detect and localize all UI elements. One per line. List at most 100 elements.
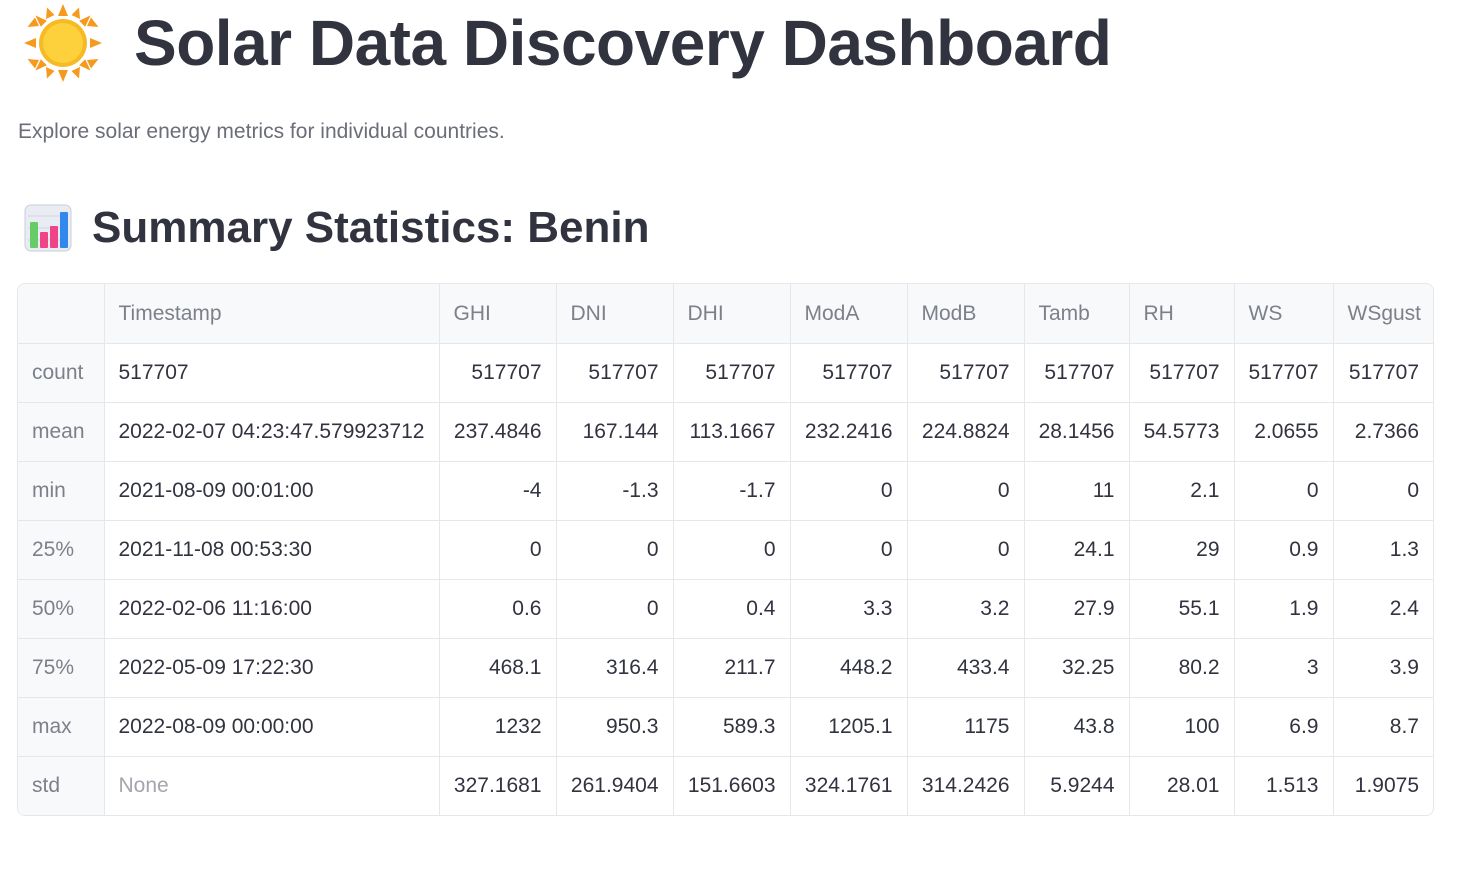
table-cell[interactable]: -1.3 bbox=[556, 461, 674, 521]
table-cell[interactable]: 224.8824 bbox=[907, 402, 1025, 462]
table-cell[interactable]: 24.1 bbox=[1024, 520, 1130, 580]
table-cell[interactable]: 1.9 bbox=[1234, 579, 1334, 639]
table-cell[interactable]: 3.2 bbox=[907, 579, 1025, 639]
table-cell[interactable]: 3.9 bbox=[1333, 638, 1433, 698]
table-cell[interactable]: 314.2426 bbox=[907, 756, 1025, 815]
table-cell[interactable]: 1.3 bbox=[1333, 520, 1433, 580]
table-cell[interactable]: 327.1681 bbox=[439, 756, 557, 815]
table-cell[interactable]: 517707 bbox=[907, 343, 1025, 403]
column-header-ws[interactable]: WS bbox=[1234, 284, 1334, 344]
table-cell[interactable]: 2021-08-09 00:01:00 bbox=[104, 461, 440, 521]
table-cell[interactable]: 5.9244 bbox=[1024, 756, 1130, 815]
row-index-cell[interactable]: 75% bbox=[18, 638, 105, 698]
table-cell[interactable]: None bbox=[104, 756, 440, 815]
table-cell[interactable]: 517707 bbox=[1234, 343, 1334, 403]
table-cell[interactable]: 0 bbox=[556, 520, 674, 580]
column-header-wsgust[interactable]: WSgust bbox=[1333, 284, 1433, 344]
table-cell[interactable]: 517707 bbox=[1333, 343, 1433, 403]
row-index-cell[interactable]: std bbox=[18, 756, 105, 815]
row-index-cell[interactable]: 50% bbox=[18, 579, 105, 639]
table-cell[interactable]: 261.9404 bbox=[556, 756, 674, 815]
table-cell[interactable]: 1175 bbox=[907, 697, 1025, 757]
table-cell[interactable]: 517707 bbox=[790, 343, 908, 403]
summary-table[interactable]: Timestamp GHI DNI DHI ModA ModB Tamb RH … bbox=[17, 283, 1434, 816]
table-cell[interactable]: 237.4846 bbox=[439, 402, 557, 462]
row-index-cell[interactable]: max bbox=[18, 697, 105, 757]
table-cell[interactable]: 517707 bbox=[673, 343, 791, 403]
table-cell[interactable]: 2.7366 bbox=[1333, 402, 1433, 462]
table-cell[interactable]: 0 bbox=[907, 520, 1025, 580]
table-cell[interactable]: 324.1761 bbox=[790, 756, 908, 815]
table-cell[interactable]: 517707 bbox=[1129, 343, 1235, 403]
table-cell[interactable]: 468.1 bbox=[439, 638, 557, 698]
table-cell[interactable]: 2022-05-09 17:22:30 bbox=[104, 638, 440, 698]
table-cell[interactable]: 55.1 bbox=[1129, 579, 1235, 639]
table-cell[interactable]: 517707 bbox=[104, 343, 440, 403]
table-cell[interactable]: 589.3 bbox=[673, 697, 791, 757]
column-header-dni[interactable]: DNI bbox=[556, 284, 674, 344]
table-cell[interactable]: 0.4 bbox=[673, 579, 791, 639]
column-header-index[interactable] bbox=[18, 284, 105, 344]
table-cell[interactable]: 0 bbox=[790, 461, 908, 521]
column-header-ghi[interactable]: GHI bbox=[439, 284, 557, 344]
column-header-rh[interactable]: RH bbox=[1129, 284, 1235, 344]
table-cell[interactable]: 32.25 bbox=[1024, 638, 1130, 698]
row-index-cell[interactable]: min bbox=[18, 461, 105, 521]
table-cell[interactable]: -1.7 bbox=[673, 461, 791, 521]
table-cell[interactable]: 1232 bbox=[439, 697, 557, 757]
table-cell[interactable]: 0 bbox=[790, 520, 908, 580]
table-cell[interactable]: 2.0655 bbox=[1234, 402, 1334, 462]
column-header-dhi[interactable]: DHI bbox=[673, 284, 791, 344]
table-cell[interactable]: 0 bbox=[439, 520, 557, 580]
row-index-cell[interactable]: 25% bbox=[18, 520, 105, 580]
table-cell[interactable]: 2.1 bbox=[1129, 461, 1235, 521]
table-cell[interactable]: 316.4 bbox=[556, 638, 674, 698]
table-cell[interactable]: 1.513 bbox=[1234, 756, 1334, 815]
table-cell[interactable]: 0 bbox=[1234, 461, 1334, 521]
table-cell[interactable]: 2022-02-07 04:23:47.579923712 bbox=[104, 402, 440, 462]
table-cell[interactable]: 100 bbox=[1129, 697, 1235, 757]
row-index-cell[interactable]: mean bbox=[18, 402, 105, 462]
column-header-modb[interactable]: ModB bbox=[907, 284, 1025, 344]
table-cell[interactable]: 517707 bbox=[556, 343, 674, 403]
table-cell[interactable]: 0.6 bbox=[439, 579, 557, 639]
table-cell[interactable]: -4 bbox=[439, 461, 557, 521]
table-cell[interactable]: 1205.1 bbox=[790, 697, 908, 757]
table-cell[interactable]: 211.7 bbox=[673, 638, 791, 698]
table-cell[interactable]: 8.7 bbox=[1333, 697, 1433, 757]
row-index-cell[interactable]: count bbox=[18, 343, 105, 403]
table-cell[interactable]: 2.4 bbox=[1333, 579, 1433, 639]
table-cell[interactable]: 517707 bbox=[1024, 343, 1130, 403]
table-cell[interactable]: 29 bbox=[1129, 520, 1235, 580]
table-cell[interactable]: 2021-11-08 00:53:30 bbox=[104, 520, 440, 580]
table-cell[interactable]: 27.9 bbox=[1024, 579, 1130, 639]
table-cell[interactable]: 151.6603 bbox=[673, 756, 791, 815]
column-header-timestamp[interactable]: Timestamp bbox=[104, 284, 440, 344]
table-cell[interactable]: 54.5773 bbox=[1129, 402, 1235, 462]
table-cell[interactable]: 0 bbox=[1333, 461, 1433, 521]
table-cell[interactable]: 80.2 bbox=[1129, 638, 1235, 698]
table-cell[interactable]: 232.2416 bbox=[790, 402, 908, 462]
table-cell[interactable]: 28.01 bbox=[1129, 756, 1235, 815]
table-cell[interactable]: 0 bbox=[673, 520, 791, 580]
table-cell[interactable]: 11 bbox=[1024, 461, 1130, 521]
table-cell[interactable]: 433.4 bbox=[907, 638, 1025, 698]
table-cell[interactable]: 28.1456 bbox=[1024, 402, 1130, 462]
column-header-tamb[interactable]: Tamb bbox=[1024, 284, 1130, 344]
table-cell[interactable]: 0 bbox=[556, 579, 674, 639]
table-cell[interactable]: 950.3 bbox=[556, 697, 674, 757]
table-cell[interactable]: 517707 bbox=[439, 343, 557, 403]
table-cell[interactable]: 448.2 bbox=[790, 638, 908, 698]
table-cell[interactable]: 3.3 bbox=[790, 579, 908, 639]
table-cell[interactable]: 3 bbox=[1234, 638, 1334, 698]
table-cell[interactable]: 43.8 bbox=[1024, 697, 1130, 757]
table-cell[interactable]: 167.144 bbox=[556, 402, 674, 462]
table-cell[interactable]: 2022-02-06 11:16:00 bbox=[104, 579, 440, 639]
column-header-moda[interactable]: ModA bbox=[790, 284, 908, 344]
table-cell[interactable]: 0.9 bbox=[1234, 520, 1334, 580]
table-cell[interactable]: 113.1667 bbox=[673, 402, 791, 462]
table-cell[interactable]: 6.9 bbox=[1234, 697, 1334, 757]
table-cell[interactable]: 0 bbox=[907, 461, 1025, 521]
table-cell[interactable]: 2022-08-09 00:00:00 bbox=[104, 697, 440, 757]
table-cell[interactable]: 1.9075 bbox=[1354, 774, 1419, 797]
